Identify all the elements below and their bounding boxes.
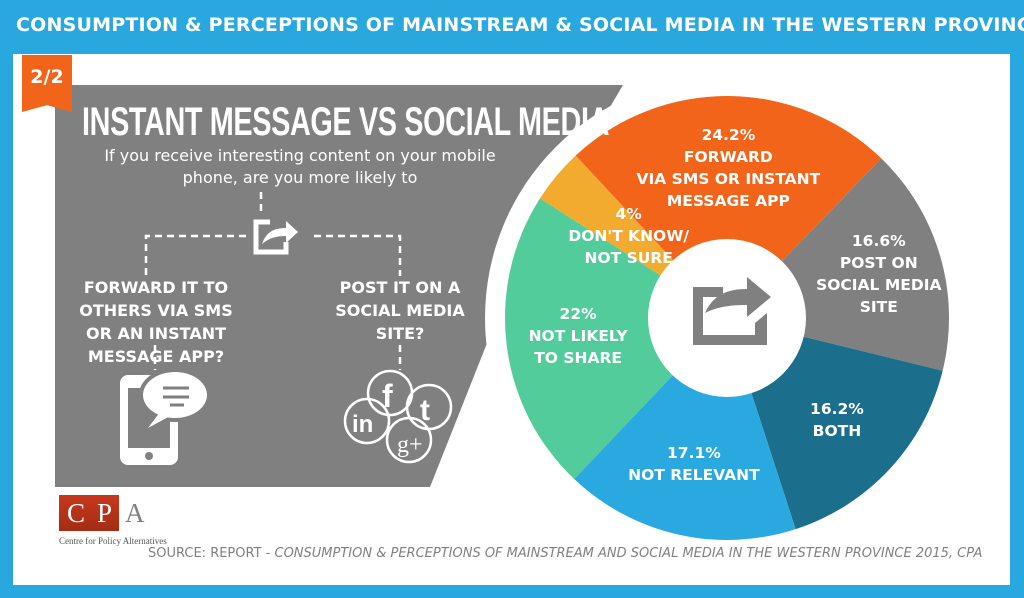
slice-label: 24.2% FORWARD VIA SMS OR INSTANT MESSAGE AP… [637, 124, 821, 212]
share-arrow-small [262, 221, 298, 244]
option-forward: FORWARD IT TO OTHERS VIA SMS OR AN INSTA… [79, 278, 233, 366]
slice-value: 17.1% [667, 444, 721, 463]
page-badge: 2/2 [22, 55, 72, 112]
slice-category: NOT SURE [584, 249, 673, 268]
slice-label: 4% DON'T KNOW/NOT SURE [568, 203, 689, 269]
slice-label: 17.1% NOT RELEVANT [628, 442, 760, 486]
phone-chat-icon [120, 368, 211, 465]
slice-category: DON'T KNOW/ [568, 227, 689, 246]
slice-category: TO SHARE [534, 349, 622, 368]
twitter-glyph: t [420, 394, 430, 427]
slice-value: 4% [615, 205, 642, 224]
slice-category: FORWARD [683, 148, 773, 166]
linkedin-icon [343, 397, 391, 445]
slice-category: SITE [859, 298, 898, 317]
source-note: SOURCE: REPORT - CONSUMPTION & PERCEPTIO… [148, 545, 982, 562]
slice-category: BOTH [812, 422, 862, 441]
section-title: INSTANT MESSAGE VS SOCIAL MEDIA [82, 100, 610, 144]
source-prefix: SOURCE: REPORT - [148, 546, 275, 561]
question-text: If you receive interesting content on yo… [104, 146, 496, 187]
slice-category: VIA SMS OR INSTANT [636, 170, 821, 188]
pie-slices [505, 96, 949, 540]
google-plus-icon [385, 416, 433, 464]
slice-category: NOT RELEVANT [628, 466, 760, 485]
slice-category: POST ON [839, 254, 918, 273]
social-icons [343, 369, 453, 464]
facebook-glyph: f [382, 378, 393, 414]
share-small-icon [253, 219, 289, 255]
pie-slice [575, 96, 882, 318]
slice-category: NOT LIKELY [528, 327, 628, 346]
logo-name: Centre for Policy Alternatives [59, 536, 167, 546]
slice-value: 22% [559, 305, 597, 324]
logo-cp: CP [59, 495, 119, 531]
slice-category: SOCIAL MEDIA [816, 276, 942, 295]
pie-slice [505, 198, 727, 480]
badge-text: 2/2 [30, 66, 64, 88]
connector-lines [144, 192, 402, 370]
slice-category: MESSAGE APP [666, 192, 790, 210]
slice-value: 24.2% [701, 126, 756, 144]
header-title: CONSUMPTION & PERCEPTIONS OF MAINSTREAM … [16, 14, 1024, 36]
slice-label: 16.6% POST ON SOCIAL MEDIA SITE [816, 230, 941, 318]
gplus-glyph: g+ [397, 432, 423, 458]
slice-label: 16.2% BOTH [810, 398, 864, 442]
donut-hole [648, 239, 806, 397]
slice-label: 22% NOT LIKELY TO SHARE [529, 303, 628, 369]
slice-value: 16.2% [810, 400, 864, 419]
slice-value: 16.6% [851, 232, 906, 251]
share-icon [693, 277, 771, 345]
logo-a: A [125, 498, 145, 528]
option-post: POST IT ON A SOCIAL MEDIA SITE? [335, 278, 465, 343]
source-title: CONSUMPTION & PERCEPTIONS OF MAINSTREAM … [274, 546, 983, 561]
linkedin-glyph: in [352, 411, 373, 438]
